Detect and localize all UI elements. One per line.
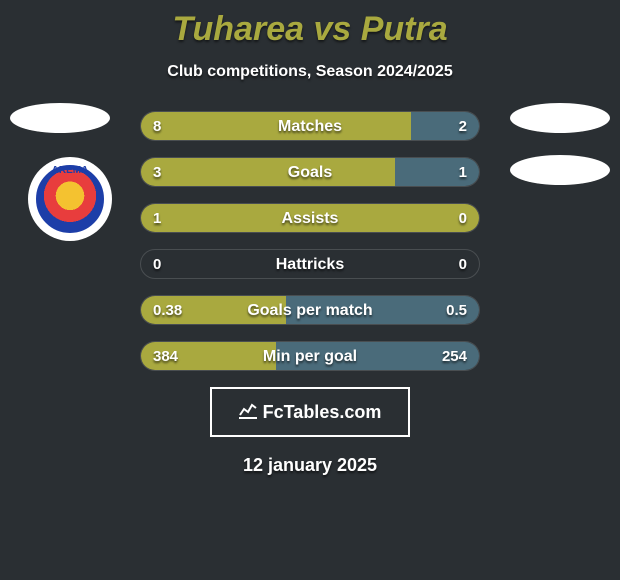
subtitle: Club competitions, Season 2024/2025 — [0, 63, 620, 81]
stat-label: Assists — [141, 204, 479, 233]
stat-label: Goals — [141, 158, 479, 187]
stat-row: 0.380.5Goals per match — [140, 295, 480, 325]
club-left-name: AREMA — [38, 165, 102, 176]
stat-label: Matches — [141, 112, 479, 141]
player-right-avatar-placeholder — [510, 103, 610, 133]
stat-row: 10Assists — [140, 203, 480, 233]
comparison-panel: AREMA 82Matches 31Goals 10Assists 00Hattric… — [0, 111, 620, 476]
stat-label: Hattricks — [141, 250, 479, 279]
page-title: Tuharea vs Putra — [0, 0, 620, 49]
club-left-badge: AREMA — [28, 157, 112, 241]
stat-row: 384254Min per goal — [140, 341, 480, 371]
source-label: FcTables.com — [263, 402, 382, 423]
club-right-badge-placeholder — [510, 155, 610, 185]
date-label: 12 january 2025 — [0, 455, 620, 476]
chart-icon — [239, 401, 257, 424]
club-left-badge-inner: AREMA — [36, 165, 104, 233]
stat-bars: 82Matches 31Goals 10Assists 00Hattricks 0.38… — [140, 111, 480, 371]
stat-row: 31Goals — [140, 157, 480, 187]
stat-row: 82Matches — [140, 111, 480, 141]
stat-label: Goals per match — [141, 296, 479, 325]
player-left-avatar-placeholder — [10, 103, 110, 133]
stat-label: Min per goal — [141, 342, 479, 371]
stat-row: 00Hattricks — [140, 249, 480, 279]
source-badge: FcTables.com — [210, 387, 410, 437]
